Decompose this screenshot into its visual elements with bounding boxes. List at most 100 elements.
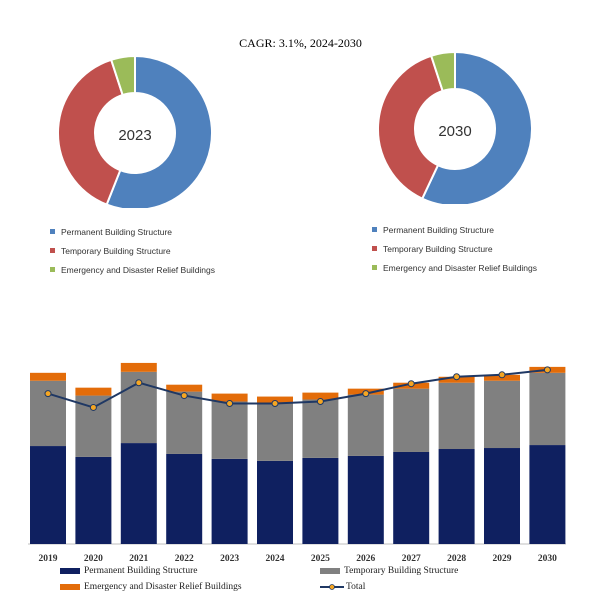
legend-label: Emergency and Disaster Relief Buildings xyxy=(61,264,216,275)
bar-segment-2022-2 xyxy=(166,384,203,392)
bar-segment-2025-2 xyxy=(302,392,339,400)
bar-segment-2030-2 xyxy=(529,366,566,373)
legend-item-total: Total xyxy=(320,582,365,592)
x-tick-label: 2025 xyxy=(311,554,330,564)
donut-2023-legend: Permanent Building Structure Temporary B… xyxy=(50,222,215,279)
total-point-2030 xyxy=(543,366,551,374)
legend-swatch xyxy=(50,229,55,234)
x-tick-label: 2026 xyxy=(356,554,375,564)
bar-segment-2026-2 xyxy=(347,388,384,395)
bar-segment-2027-1 xyxy=(393,388,430,452)
x-tick-label: 2027 xyxy=(402,554,421,564)
bar-segment-2029-0 xyxy=(484,448,520,544)
legend-item-emergency: Emergency and Disaster Relief Buildings xyxy=(60,582,242,592)
bar-segment-2026-0 xyxy=(347,455,384,544)
x-tick-label: 2023 xyxy=(220,554,239,564)
total-line xyxy=(47,368,548,409)
legend-swatch xyxy=(60,584,80,590)
donut-slice-2 xyxy=(109,54,136,97)
donut-2023-center-label: 2023 xyxy=(118,127,151,144)
bar-segment-2021-1 xyxy=(120,371,157,444)
donut-slice-1 xyxy=(57,58,124,206)
donut-2023-svg: 2023 xyxy=(57,54,213,211)
x-tick-label: 2030 xyxy=(538,554,557,564)
total-point-2025 xyxy=(316,398,324,406)
total-point-2026 xyxy=(362,390,370,398)
legend-swatch xyxy=(372,246,377,251)
bar-segment-2022-0 xyxy=(166,453,203,544)
bar-segment-2023-1 xyxy=(211,401,248,459)
legend-label: Permanent Building Structure xyxy=(383,224,495,235)
x-tick-label: 2024 xyxy=(266,554,285,564)
legend-item-temporary: Temporary Building Structure xyxy=(50,241,215,260)
legend-item-temporary: Temporary Building Structure xyxy=(372,239,537,258)
bar-segment-2024-2 xyxy=(257,396,293,404)
bar-segment-2029-1 xyxy=(484,380,520,449)
bar-segment-2020-0 xyxy=(75,456,112,544)
donut-2030-center-label: 2030 xyxy=(438,123,471,140)
legend-label: Temporary Building Structure xyxy=(383,243,493,254)
bar-segment-2024-0 xyxy=(257,460,293,544)
donut-2030-legend: Permanent Building Structure Temporary B… xyxy=(372,220,537,277)
total-point-2027 xyxy=(407,380,415,388)
donut-2030-svg: 2030 xyxy=(377,50,533,207)
bar-segment-2021-0 xyxy=(120,443,157,544)
bar-segment-2026-1 xyxy=(347,394,384,456)
total-point-2021 xyxy=(135,379,143,387)
total-point-2022 xyxy=(180,392,188,400)
x-tick-label: 2020 xyxy=(84,554,103,564)
legend-line-swatch xyxy=(320,584,344,590)
bar-segment-2019-1 xyxy=(30,380,66,447)
bar-segment-2023-0 xyxy=(211,458,248,544)
bar-segment-2027-0 xyxy=(393,451,430,544)
legend-item-permanent: Permanent Building Structure xyxy=(372,220,537,239)
legend-label: Temporary Building Structure xyxy=(61,245,171,256)
bar-segment-2027-2 xyxy=(393,382,430,389)
x-tick-label: 2021 xyxy=(129,554,148,564)
bar-segment-2028-1 xyxy=(438,382,475,450)
donut-2030: 2030 xyxy=(370,44,540,209)
legend-label: Total xyxy=(346,582,366,592)
legend-label: Permanent Building Structure xyxy=(61,226,173,237)
total-point-2023 xyxy=(226,399,234,407)
bar-segment-2019-0 xyxy=(30,446,66,544)
bar-segment-2029-2 xyxy=(484,374,520,381)
donut-2023: 2023 xyxy=(50,48,220,213)
total-point-2029 xyxy=(498,371,506,379)
bar-segment-2024-1 xyxy=(257,403,293,461)
bar-segment-2019-2 xyxy=(30,372,66,381)
bar-segment-2023-2 xyxy=(211,393,248,402)
bar-segment-2025-0 xyxy=(302,457,339,544)
bar-segment-2020-2 xyxy=(75,387,112,396)
total-point-2020 xyxy=(89,403,97,411)
legend-label: Permanent Building Structure xyxy=(84,566,198,576)
legend-swatch xyxy=(320,568,340,574)
legend-item-permanent: Permanent Building Structure xyxy=(50,222,215,241)
total-point-2024 xyxy=(271,399,279,407)
bar-segment-2030-1 xyxy=(529,372,566,446)
bar-segment-2028-0 xyxy=(438,449,475,544)
total-point-2019 xyxy=(44,390,52,398)
legend-label: Emergency and Disaster Relief Buildings xyxy=(84,582,242,592)
legend-item-temporary: Temporary Building Structure xyxy=(320,566,458,576)
legend-swatch xyxy=(372,265,377,270)
bar-segment-2021-2 xyxy=(120,362,157,372)
x-tick-label: 2019 xyxy=(39,554,58,564)
legend-swatch xyxy=(50,267,55,272)
legend-item-emergency: Emergency and Disaster Relief Buildings xyxy=(50,260,215,279)
donut-slice-2 xyxy=(429,50,456,93)
bar-segment-2020-1 xyxy=(75,395,112,457)
legend-label: Temporary Building Structure xyxy=(344,566,459,576)
chart-title: CAGR: 3.1%, 2024-2030 xyxy=(239,36,362,50)
bar-segment-2030-0 xyxy=(529,445,566,544)
legend-swatch xyxy=(50,248,55,253)
bar-segment-2025-1 xyxy=(302,399,339,458)
legend-item-emergency: Emergency and Disaster Relief Buildings xyxy=(372,258,537,277)
donut-slice-1 xyxy=(377,54,444,201)
x-tick-label: 2029 xyxy=(493,554,512,564)
bar-segment-2022-1 xyxy=(166,391,203,454)
legend-swatch xyxy=(60,568,80,574)
legend-swatch xyxy=(372,227,377,232)
bar-segment-2028-2 xyxy=(438,376,475,383)
legend-item-permanent: Permanent Building Structure xyxy=(60,566,197,576)
